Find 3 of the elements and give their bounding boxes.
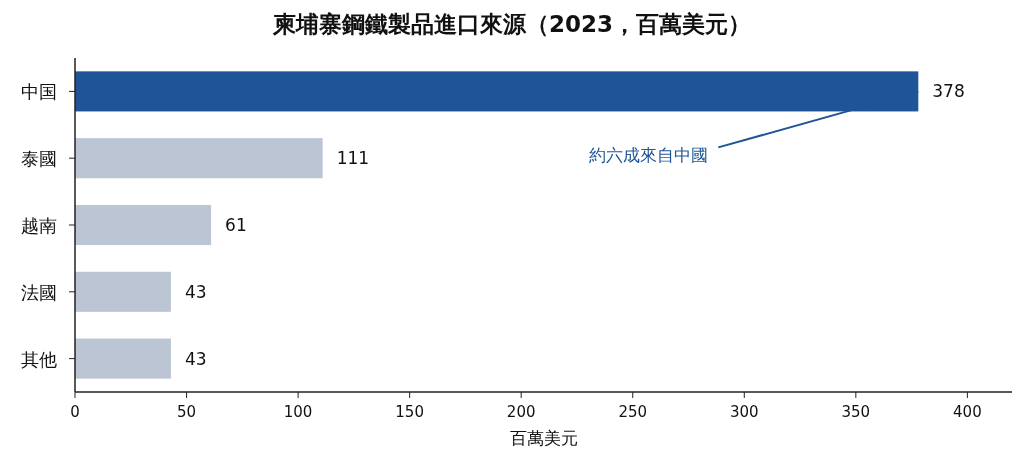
xlabel: 百萬美元 bbox=[509, 428, 578, 448]
title: 柬埔寨鋼鐵製品進口來源（2023，百萬美元） bbox=[273, 11, 751, 37]
annotation: 約六成來自中國 bbox=[588, 145, 708, 166]
